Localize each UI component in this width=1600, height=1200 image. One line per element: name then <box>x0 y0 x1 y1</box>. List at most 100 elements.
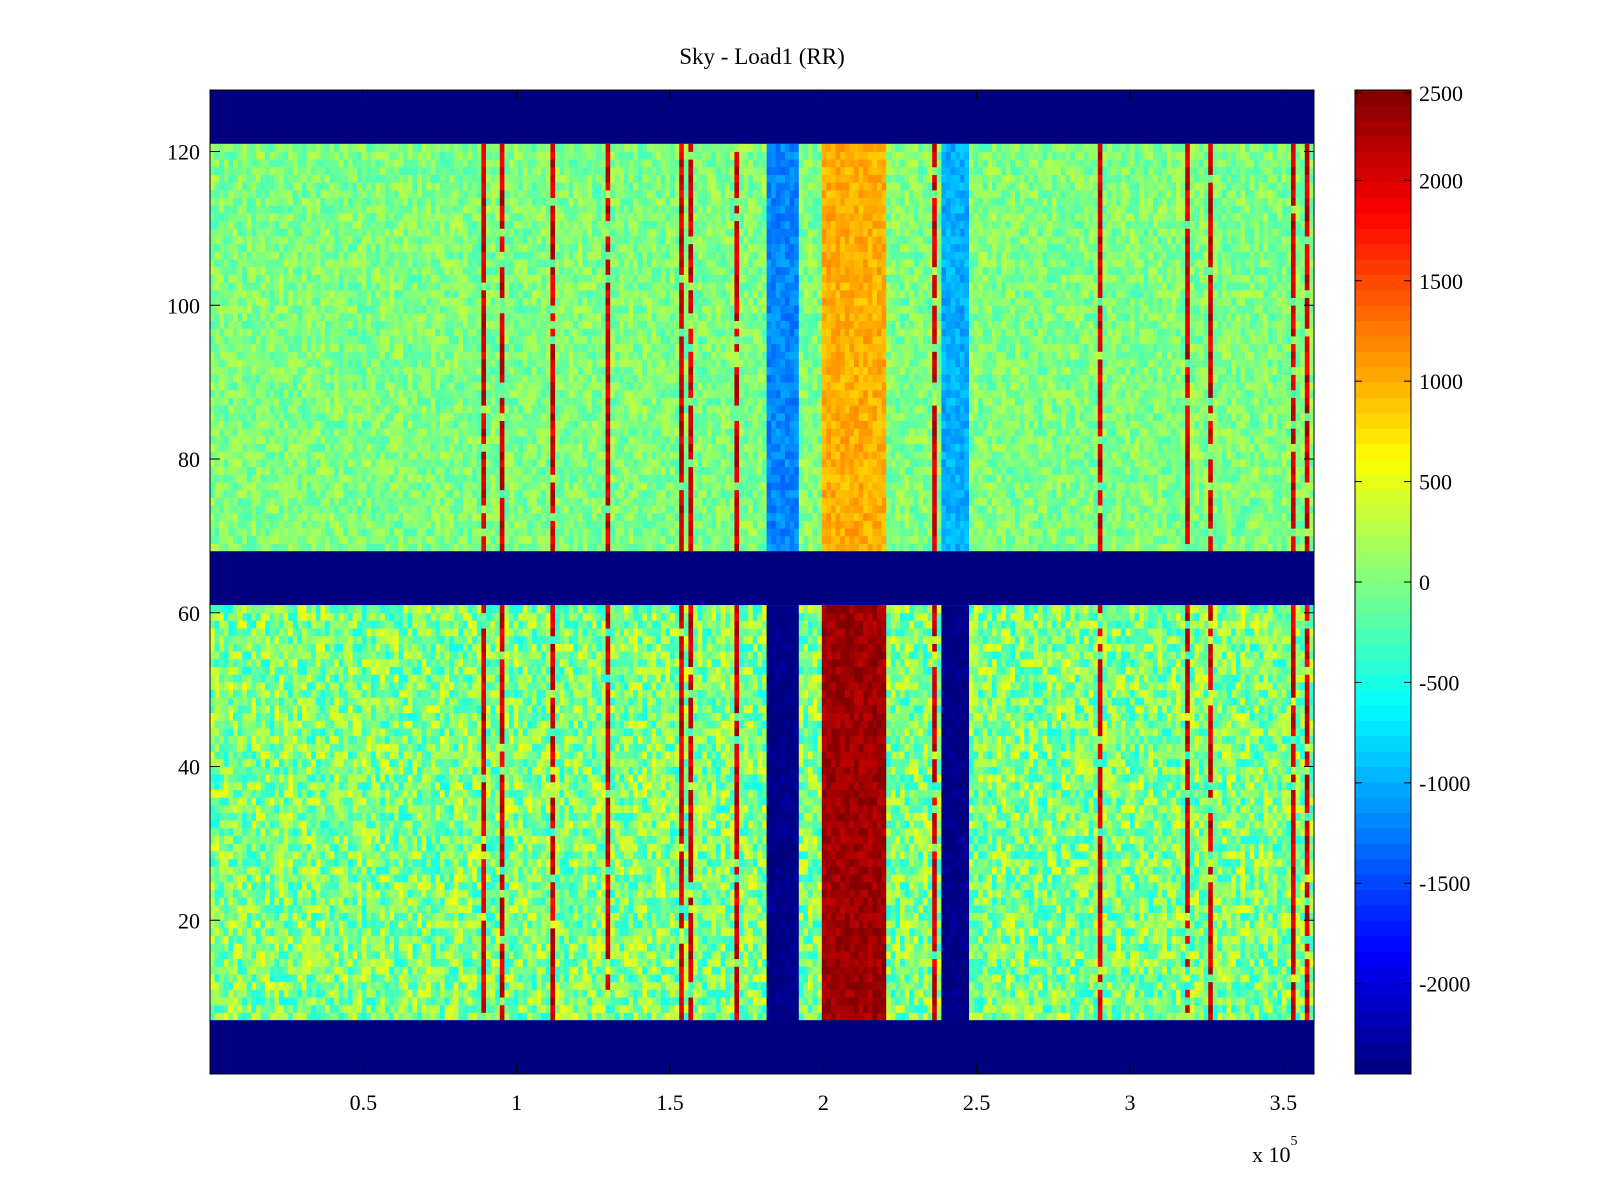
heatmap-cell <box>541 866 546 874</box>
heatmap-cell <box>813 905 818 913</box>
heatmap-cell <box>1153 928 1158 936</box>
heatmap-cell <box>905 997 910 1005</box>
heatmap-cell <box>1231 913 1236 921</box>
heatmap-cell <box>900 890 905 898</box>
heatmap-cell <box>261 890 266 898</box>
heatmap-cell <box>757 866 762 874</box>
heatmap-cell <box>1089 1005 1094 1013</box>
heatmap-cell <box>1033 951 1038 959</box>
heatmap-cell <box>426 874 431 882</box>
heatmap-cell <box>877 882 882 890</box>
heatmap-cell <box>693 897 698 905</box>
heatmap-cell <box>831 959 836 967</box>
heatmap-cell <box>951 920 956 928</box>
heatmap-cell <box>941 1005 946 1013</box>
heatmap-cell <box>615 928 620 936</box>
heatmap-cell <box>1245 882 1250 890</box>
heatmap-cell <box>799 913 804 921</box>
heatmap-cell <box>385 866 390 874</box>
heatmap-cell <box>1135 897 1140 905</box>
heatmap-cell <box>615 866 620 874</box>
heatmap-cell <box>886 882 891 890</box>
heatmap-cell <box>1144 890 1149 898</box>
heatmap-cell <box>1089 959 1094 967</box>
heatmap-cell <box>343 1005 348 1013</box>
heatmap-cell <box>670 1005 675 1013</box>
heatmap-cell <box>877 859 882 867</box>
heatmap-cell <box>242 874 247 882</box>
heatmap-cell <box>1231 982 1236 990</box>
heatmap-cell <box>435 859 440 867</box>
heatmap-cell <box>550 920 555 928</box>
heatmap-cell <box>1194 897 1199 905</box>
heatmap-cell <box>619 874 624 882</box>
heatmap-cell <box>1250 974 1255 982</box>
heatmap-cell <box>371 943 376 951</box>
heatmap-cell <box>297 913 302 921</box>
heatmap-cell <box>1001 882 1006 890</box>
heatmap-cell <box>1038 959 1043 967</box>
heatmap-cell <box>1254 966 1259 974</box>
heatmap-cell <box>1112 905 1117 913</box>
heatmap-cell <box>1144 1005 1149 1013</box>
heatmap-cell <box>537 982 542 990</box>
heatmap-cell <box>1038 1013 1043 1021</box>
heatmap-cell <box>946 1013 951 1021</box>
heatmap-cell <box>1038 936 1043 944</box>
heatmap-cell <box>900 974 905 982</box>
heatmap-cell <box>914 866 919 874</box>
heatmap-cell <box>1236 974 1241 982</box>
heatmap-cell <box>514 874 519 882</box>
heatmap-cell <box>330 989 335 997</box>
heatmap-cell <box>960 882 965 890</box>
heatmap-cell <box>1263 989 1268 997</box>
heatmap-cell <box>780 920 785 928</box>
heatmap-cell <box>914 959 919 967</box>
heatmap-cell <box>725 943 730 951</box>
heatmap-cell <box>284 936 289 944</box>
heatmap-cell <box>1052 913 1057 921</box>
heatmap-cell <box>578 943 583 951</box>
heatmap-cell <box>408 928 413 936</box>
heatmap-cell <box>744 859 749 867</box>
heatmap-cell <box>679 874 684 882</box>
heatmap-cell <box>500 866 505 874</box>
heatmap-cell <box>1153 913 1158 921</box>
heatmap-cell <box>748 866 753 874</box>
heatmap-cell <box>454 982 459 990</box>
heatmap-cell <box>210 943 215 951</box>
heatmap-cell <box>1061 1013 1066 1021</box>
heatmap-cell <box>408 1005 413 1013</box>
heatmap-cell <box>491 897 496 905</box>
heatmap-cell <box>813 966 818 974</box>
heatmap-cell <box>431 920 436 928</box>
heatmap-cell <box>573 1005 578 1013</box>
heatmap-cell <box>578 897 583 905</box>
heatmap-cell <box>376 882 381 890</box>
heatmap-cell <box>1153 974 1158 982</box>
heatmap-cell <box>836 859 841 867</box>
heatmap-cell <box>1102 890 1107 898</box>
heatmap-cell <box>905 982 910 990</box>
heatmap-cell <box>845 874 850 882</box>
heatmap-cell <box>440 897 445 905</box>
heatmap-cell <box>224 943 229 951</box>
heatmap-cell <box>408 897 413 905</box>
heatmap-cell <box>665 989 670 997</box>
heatmap-cell <box>1075 890 1080 898</box>
heatmap-cell <box>1231 943 1236 951</box>
heatmap-cell <box>1236 943 1241 951</box>
heatmap-cell <box>279 913 284 921</box>
heatmap-cell <box>606 905 611 913</box>
heatmap-cell <box>941 1013 946 1021</box>
heatmap-cell <box>1167 974 1172 982</box>
heatmap-cell <box>992 936 997 944</box>
heatmap-cell <box>882 866 887 874</box>
heatmap-cell <box>1176 989 1181 997</box>
heatmap-cell <box>1305 920 1310 928</box>
heatmap-cell <box>771 882 776 890</box>
heatmap-cell <box>1056 989 1061 997</box>
heatmap-cell <box>514 882 519 890</box>
heatmap-cell <box>886 928 891 936</box>
heatmap-cell <box>757 1005 762 1013</box>
